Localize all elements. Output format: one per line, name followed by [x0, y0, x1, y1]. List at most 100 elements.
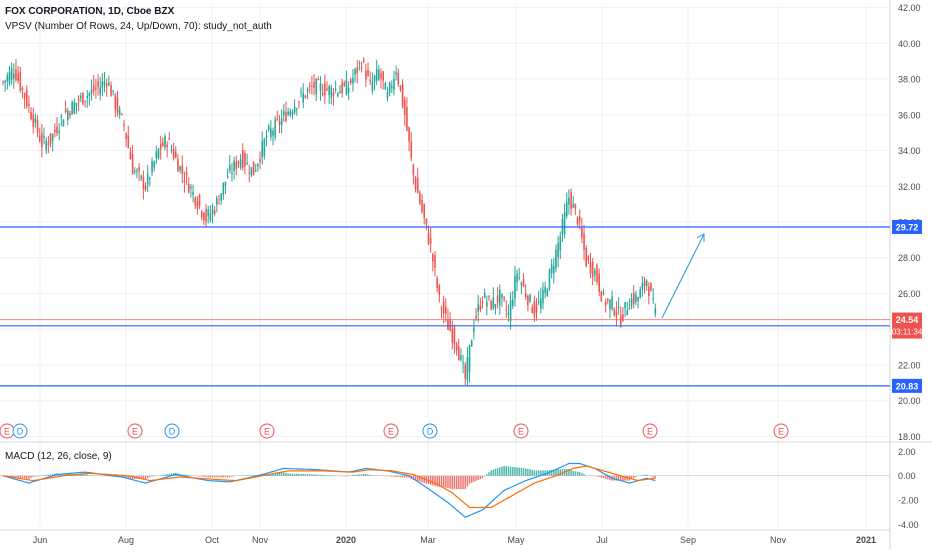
candle-body: [67, 110, 69, 120]
macd-histogram-bar: [540, 470, 542, 476]
candle: [475, 307, 477, 322]
candle: [369, 71, 371, 85]
candle-body: [265, 136, 268, 139]
time-tick-label: 2021: [856, 535, 876, 545]
candle-body: [470, 340, 473, 347]
macd-histogram-bar: [429, 475, 432, 485]
candle: [499, 284, 501, 315]
candle: [578, 209, 581, 230]
candle-body: [254, 170, 257, 172]
candle: [572, 196, 575, 208]
candle: [321, 84, 324, 97]
candle-body: [224, 181, 227, 186]
candle-body: [226, 176, 229, 178]
candle-body: [121, 113, 123, 115]
candle: [84, 100, 86, 108]
candle-body: [466, 357, 469, 381]
macd-histogram-bar: [542, 470, 544, 476]
candle: [473, 319, 475, 340]
candle: [367, 62, 369, 78]
candle: [514, 266, 516, 307]
candle-body: [49, 133, 52, 144]
candle-body: [406, 107, 408, 131]
candle-body: [553, 266, 555, 274]
candle-body: [347, 87, 350, 94]
macd-histogram-bar: [501, 466, 503, 476]
candle: [105, 78, 108, 97]
macd-histogram-bar: [110, 475, 112, 477]
candle-body: [464, 364, 467, 379]
candle-body: [339, 91, 341, 94]
macd-histogram-bar: [494, 468, 497, 476]
candle-body: [479, 305, 482, 310]
candle-body: [626, 310, 629, 315]
candle: [17, 65, 19, 84]
macd-histogram-bar: [531, 469, 533, 476]
candle-body: [624, 302, 626, 309]
candle-body: [408, 127, 410, 142]
candle-body: [481, 301, 484, 303]
macd-histogram-bar: [451, 475, 453, 490]
macd-histogram-bar: [181, 474, 183, 476]
candle-body: [129, 151, 132, 160]
candle-body: [84, 100, 86, 102]
candle-body: [308, 85, 311, 87]
candle: [2, 80, 4, 86]
macd-histogram-bar: [365, 473, 367, 476]
time-tick-label: Oct: [205, 535, 220, 545]
candle: [21, 86, 24, 99]
candle-body: [462, 362, 464, 364]
candle: [75, 102, 78, 115]
candle: [527, 294, 529, 312]
candle: [501, 293, 503, 307]
price-tick-label: 34.00: [898, 146, 921, 156]
candle-body: [41, 133, 43, 148]
candle-body: [490, 300, 492, 310]
macd-histogram-bar: [654, 475, 657, 479]
candle: [222, 182, 225, 200]
candle: [574, 203, 577, 216]
candle: [488, 295, 490, 301]
candle-body: [449, 318, 451, 331]
time-tick-label: 2020: [336, 535, 356, 545]
macd-histogram-bar: [645, 474, 648, 476]
candle: [555, 244, 557, 273]
candle-body: [423, 204, 425, 218]
macd-histogram-bar: [185, 474, 188, 476]
candle: [635, 290, 637, 306]
macd-histogram-bar: [211, 475, 214, 478]
candle-body: [503, 297, 505, 300]
candle: [45, 137, 47, 154]
candle: [239, 154, 242, 170]
macd-histogram-bar: [149, 475, 151, 477]
macd-histogram-bar: [36, 475, 39, 477]
macd-histogram-bar: [633, 475, 635, 479]
candle-body: [492, 297, 495, 309]
candle: [47, 135, 50, 154]
candle-body: [95, 87, 97, 90]
macd-histogram-bar: [313, 474, 315, 476]
macd-histogram-bar: [643, 474, 646, 476]
candle: [615, 301, 618, 327]
macd-histogram-bar: [30, 475, 32, 478]
candle: [181, 155, 184, 184]
macd-histogram-bar: [252, 475, 255, 476]
candle: [36, 115, 39, 138]
candle: [349, 77, 352, 86]
candle: [23, 92, 26, 109]
candle: [602, 288, 605, 296]
candle-body: [34, 118, 37, 123]
candle-body: [207, 209, 209, 216]
candle-body: [598, 273, 600, 292]
macd-histogram-bar: [272, 473, 274, 476]
candle: [15, 58, 17, 83]
macd-histogram-bar: [84, 474, 86, 476]
candle-body: [451, 328, 454, 343]
candle-body: [332, 92, 335, 96]
candle: [451, 320, 454, 350]
candle-body: [280, 118, 283, 126]
candle-body: [486, 301, 488, 307]
candle: [306, 87, 309, 100]
